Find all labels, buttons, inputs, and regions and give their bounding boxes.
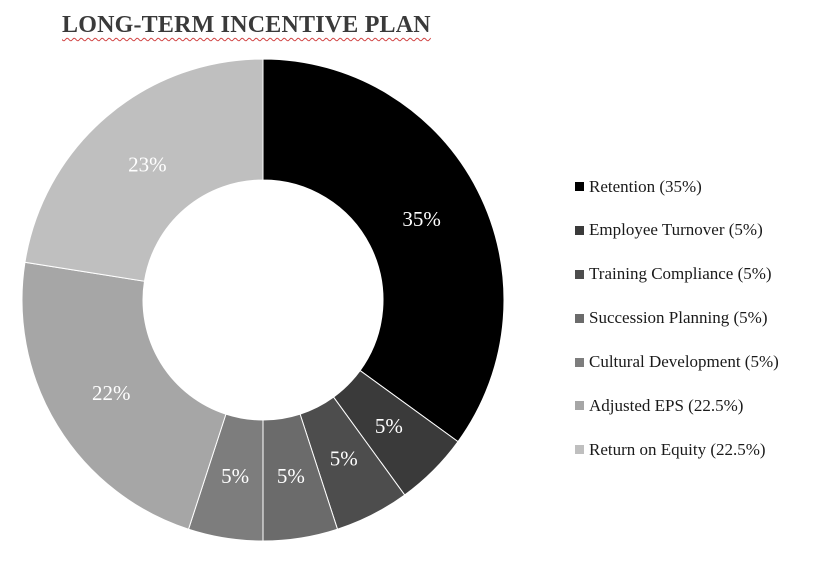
donut-slice [21,261,227,530]
legend-swatch [575,313,584,323]
donut-slice [262,58,505,443]
donut-slices [21,58,505,542]
legend-item: Cultural Development (5%) [575,352,779,373]
chart-title: LONG-TERM INCENTIVE PLAN [62,12,431,38]
legend-label: Succession Planning (5%) [589,308,768,328]
legend-swatch [575,401,584,411]
legend-item: Succession Planning (5%) [575,308,779,329]
legend-item: Return on Equity (22.5%) [575,439,779,460]
legend-label: Retention (35%) [589,176,702,196]
legend-label: Cultural Development (5%) [589,352,779,372]
legend-label: Training Compliance (5%) [589,264,772,284]
slice-data-label: 5% [330,447,358,471]
legend-item: Training Compliance (5%) [575,264,779,285]
legend-swatch [575,225,584,235]
legend-item: Employee Turnover (5%) [575,220,779,241]
legend-item: Adjusted EPS (22.5%) [575,395,779,416]
legend-label: Employee Turnover (5%) [589,220,763,240]
slice-data-label: 5% [221,464,249,488]
chart-legend: Retention (35%) Employee Turnover (5%) Tra… [575,176,779,483]
donut-data-labels: 35% 5% 5% 5% 5% 22% 23% [92,153,441,488]
legend-label: Adjusted EPS (22.5%) [589,395,744,415]
legend-swatch [575,445,584,455]
legend-label: Return on Equity (22.5%) [589,439,766,459]
slice-data-label: 23% [128,153,167,177]
slice-data-label: 5% [277,464,305,488]
legend-swatch [575,269,584,279]
legend-swatch [575,182,584,191]
slice-data-label: 35% [402,207,441,231]
slice-data-label: 22% [92,381,131,405]
legend-item: Retention (35%) [575,176,779,197]
legend-swatch [575,357,584,367]
donut-slice [24,58,264,282]
slice-data-label: 5% [375,414,403,438]
